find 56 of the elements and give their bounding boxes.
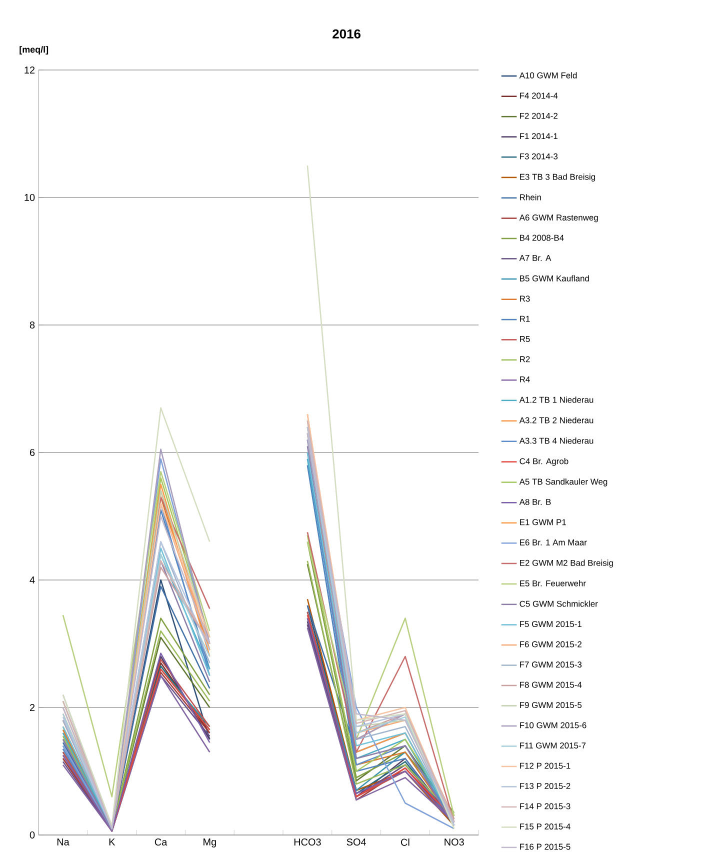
legend-label: C5 GWM Schmickler: [520, 600, 598, 607]
x-tick-label: Cl: [401, 838, 410, 846]
legend-label: A5 TB Sandkauler Weg: [519, 478, 608, 486]
legend-label: R2: [520, 356, 530, 362]
x-tick-label: Ca: [154, 838, 168, 846]
legend-label: A10 GWM Feld: [519, 72, 577, 78]
x-tick-label: Na: [57, 838, 70, 846]
legend-label: F8 GWM 2015-4: [520, 682, 582, 688]
legend-label: F16 P 2015-5: [520, 844, 570, 850]
legend-label: R3: [520, 296, 530, 302]
legend-label: E5 Br. Feuerwehr: [520, 580, 586, 586]
x-tick-label: NO3: [444, 838, 464, 846]
legend-label: F2 2014-2: [520, 112, 558, 119]
legend-label: F6 GWM 2015-2: [520, 641, 582, 648]
legend-label: F9 GWM 2015-5: [520, 702, 582, 708]
legend-label: Rhein: [520, 194, 541, 200]
legend-label: E6 Br. 1 Am Maar: [520, 539, 587, 546]
legend-label: F13 P 2015-2: [520, 783, 570, 789]
legend-label: F11 GWM 2015-7: [520, 742, 586, 749]
legend-label: A6 GWM Rastenweg: [519, 214, 598, 222]
y-tick-label: 12: [24, 66, 35, 74]
legend-label: A8 Br. B: [519, 498, 551, 505]
legend-label: C4 Br. Agrob: [520, 458, 568, 466]
legend-label: E1 GWM P1: [520, 519, 566, 526]
legend-label: F1 2014-1: [520, 133, 558, 140]
x-tick-label: SO4: [346, 838, 366, 846]
legend-label: R5: [520, 336, 530, 342]
x-tick-label: Mg: [204, 838, 216, 848]
y-tick-label: 8: [30, 321, 35, 329]
x-tick-label: K: [109, 838, 116, 846]
y-tick-label: 0: [30, 831, 35, 839]
legend-label: F10 GWM 2015-6: [520, 722, 586, 728]
legend-label: F7 GWM 2015-3: [520, 662, 582, 668]
legend-label: A7 Br. A: [519, 255, 552, 261]
y-tick-label: 6: [30, 448, 35, 456]
legend-label: F15 P 2015-4: [520, 823, 570, 830]
legend-label: A1.2 TB 1 Niederau: [519, 396, 594, 403]
legend-label: R1: [520, 316, 530, 322]
y-tick-label: 4: [30, 576, 35, 584]
legend-label: F4 2014-4: [520, 92, 558, 99]
y-axis-title: [meq/l]: [20, 46, 48, 54]
legend-label: B4 2008-B4: [520, 234, 564, 241]
legend-label: B5 GWM Kaufland: [520, 275, 589, 282]
legend-label: E2 GWM M2 Bad Breisig: [520, 560, 613, 568]
legend-label: A3.2 TB 2 Niederau: [519, 417, 594, 424]
legend-label: F3 2014-3: [520, 153, 558, 160]
y-tick-label: 10: [24, 194, 35, 202]
legend-label: F12 P 2015-1: [520, 762, 570, 769]
legend-label: F14 P 2015-3: [520, 803, 570, 810]
x-tick-label: HCO3: [294, 838, 321, 846]
legend-label: E3 TB 3 Bad Breisig: [520, 174, 596, 182]
chart-title: 2016: [332, 29, 360, 38]
legend-label: F5 GWM 2015-1: [520, 621, 582, 628]
y-tick-label: 2: [30, 704, 35, 711]
legend-label: R4: [520, 376, 530, 382]
legend-label: A3.3 TB 4 Niederau: [519, 438, 594, 444]
